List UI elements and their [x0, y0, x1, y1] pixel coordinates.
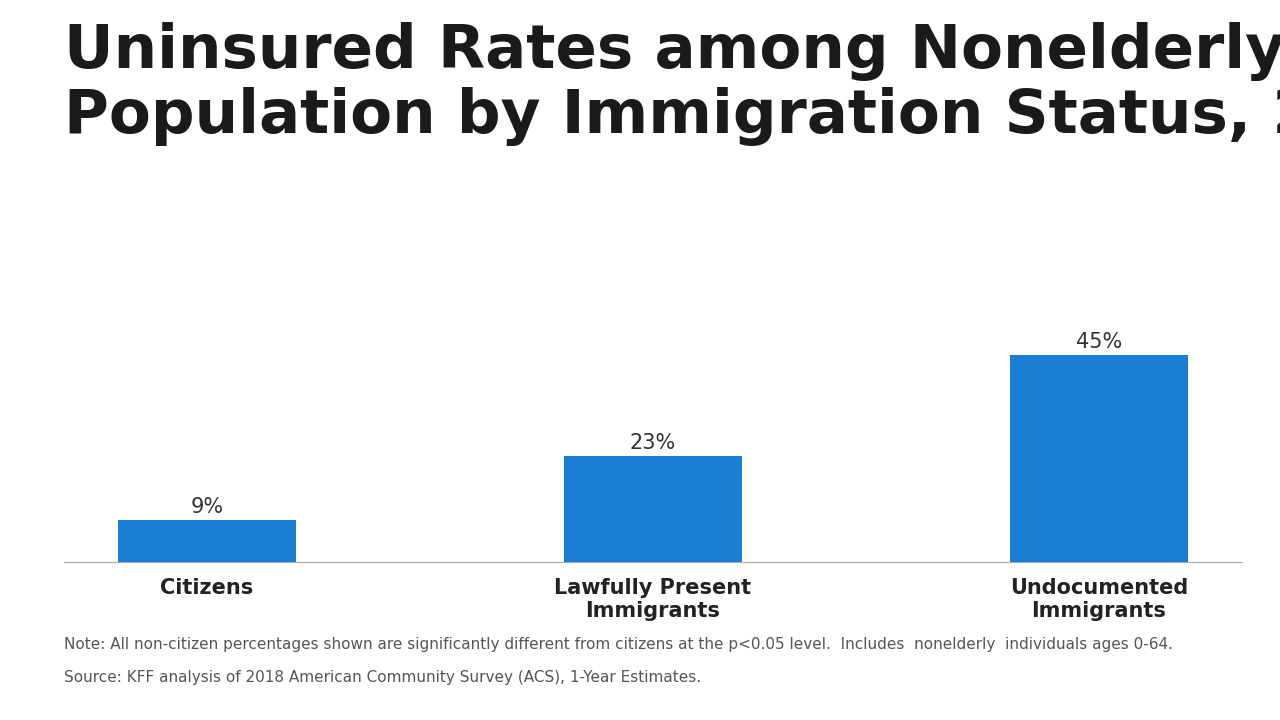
Text: 23%: 23% [630, 433, 676, 453]
Bar [118, 521, 296, 562]
Text: 9%: 9% [191, 497, 223, 517]
Bar [1010, 356, 1188, 562]
Text: 45%: 45% [1075, 332, 1123, 352]
Text: Source: KFF analysis of 2018 American Community Survey (ACS), 1-Year Estimates.: Source: KFF analysis of 2018 American Co… [64, 670, 701, 685]
Bar [563, 456, 742, 562]
Text: Uninsured Rates among Nonelderly
Population by Immigration Status, 2018: Uninsured Rates among Nonelderly Populat… [64, 22, 1280, 146]
Text: Note: All non-citizen percentages shown are significantly different from citizen: Note: All non-citizen percentages shown … [64, 637, 1172, 652]
